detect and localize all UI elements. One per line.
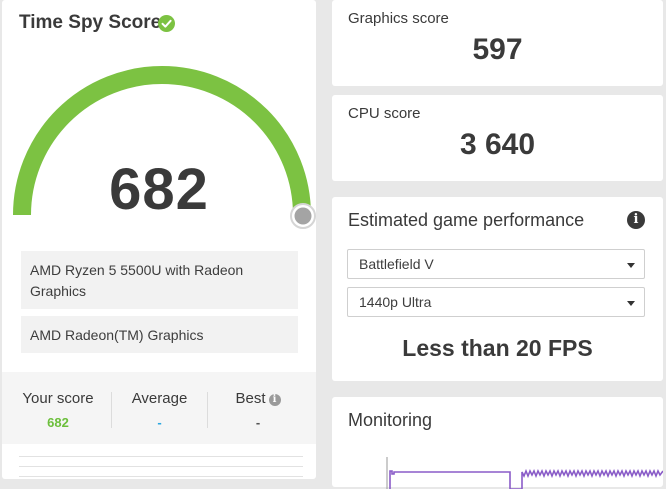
- column-divider: [111, 392, 112, 428]
- game-performance-title: Estimated game performance: [348, 210, 585, 230]
- graphics-score-value: 597: [472, 33, 523, 66]
- your-score-label: Your score: [22, 390, 94, 407]
- quality-select-value: 1440p Ultra: [359, 294, 432, 310]
- score-gauge: [13, 66, 316, 229]
- table-divider: [19, 466, 303, 467]
- cpu-name: AMD Ryzen 5 5500U with Radeon Graphics: [21, 251, 298, 309]
- info-icon[interactable]: i: [268, 394, 281, 406]
- best-value: -: [255, 415, 261, 430]
- score-comparison: Your score 682 Average - Best i -: [2, 372, 316, 444]
- check-circle-icon: [158, 15, 175, 32]
- caret-down-icon: [627, 301, 635, 306]
- game-select-value: Battlefield V: [359, 256, 434, 272]
- cpu-score-value: 3 640: [459, 128, 536, 161]
- table-divider: [19, 456, 303, 457]
- monitoring-chart: [386, 457, 663, 489]
- graphics-score-card: Graphics score 597: [332, 0, 663, 86]
- cpu-score-label: CPU score: [348, 105, 421, 122]
- table-divider: [19, 476, 303, 477]
- your-score-value: 682: [47, 415, 69, 430]
- fps-estimate: Less than 20 FPS: [402, 335, 593, 361]
- best-label: Best: [235, 390, 266, 407]
- graphics-score-label: Graphics score: [348, 10, 449, 27]
- best-column: Best i -: [208, 372, 308, 444]
- average-label: Average: [131, 390, 188, 407]
- game-select[interactable]: Battlefield V: [347, 249, 645, 279]
- score-card: Time Spy Score 682 AMD Ryzen 5 5500U wit…: [2, 0, 316, 479]
- caret-down-icon: [627, 263, 635, 268]
- best-label-row: Best i: [208, 390, 308, 407]
- score-title: Time Spy Score: [19, 12, 162, 33]
- average-column: Average -: [112, 372, 207, 444]
- monitoring-title: Monitoring: [348, 410, 433, 430]
- column-divider: [207, 392, 208, 428]
- game-performance-card: Estimated game performance i Battlefield…: [332, 197, 663, 381]
- gpu-name: AMD Radeon(TM) Graphics: [21, 316, 298, 353]
- gauge-arc: [13, 66, 311, 216]
- your-score-column: Your score 682: [10, 372, 106, 444]
- cpu-score-card: CPU score 3 640: [332, 95, 663, 181]
- quality-select[interactable]: 1440p Ultra: [347, 287, 645, 317]
- score-value: 682: [109, 157, 209, 222]
- monitoring-card: Monitoring: [332, 397, 663, 489]
- info-icon[interactable]: i: [627, 211, 645, 229]
- average-value: -: [157, 415, 162, 430]
